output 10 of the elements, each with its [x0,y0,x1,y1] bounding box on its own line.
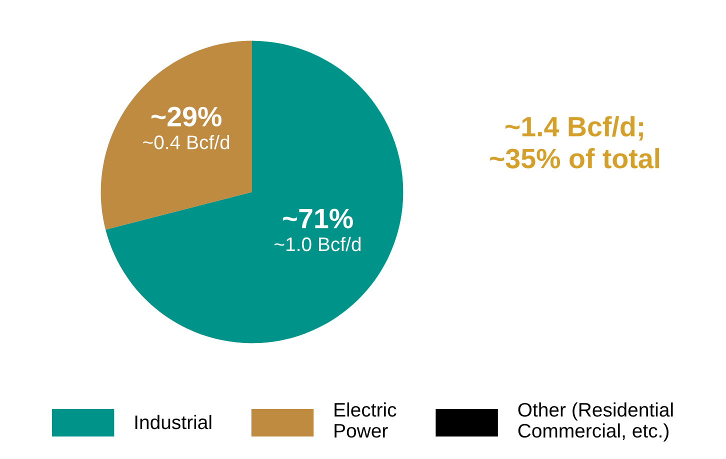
data-label: ~71% [282,208,353,228]
legend-label: Industrial [135,414,212,430]
text: ~1.0 Bcf/d [274,236,361,252]
text: ~1.4 Bcf/d; ~35% of total [490,116,660,168]
text: ~0.4 Bcf/d [143,134,230,150]
pie-slice [100,40,252,230]
data-label: ~29% [151,106,222,126]
legend-label: Other (Residential Commercial, etc.) [518,402,673,442]
pie-slice [106,40,404,344]
legend-label: Electric Power [334,402,396,438]
